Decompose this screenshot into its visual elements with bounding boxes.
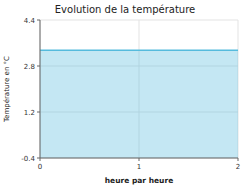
x-tick-label: 2 [236, 163, 240, 171]
x-axis-label: heure par heure [105, 176, 173, 185]
y-axis-label: Température en °C [3, 56, 11, 123]
chart-container: 0 1 2 -0.4 1.2 2.8 4.4 Evolution de la températ… [0, 0, 250, 188]
plot-area [40, 50, 238, 158]
y-axis-line [40, 20, 41, 158]
grid-line-x [40, 20, 41, 158]
grid [40, 20, 238, 158]
area-fill [40, 50, 238, 158]
y-tick-label: -0.4 [21, 155, 35, 163]
y-tick-label: 1.2 [24, 109, 35, 117]
x-tick-label: 0 [38, 163, 42, 171]
chart-title: Evolution de la température [55, 4, 195, 15]
x-tick [139, 158, 140, 161]
axes: 0 1 2 -0.4 1.2 2.8 4.4 [21, 17, 240, 172]
y-tick [37, 158, 40, 159]
area-line [40, 49, 238, 51]
y-tick-label: 4.4 [24, 17, 36, 25]
y-tick [37, 66, 40, 67]
y-tick [37, 20, 40, 21]
y-tick [37, 112, 40, 113]
y-tick-label: 2.8 [24, 63, 35, 71]
chart-svg: 0 1 2 -0.4 1.2 2.8 4.4 Evolution de la températ… [0, 0, 250, 188]
x-tick-label: 1 [137, 163, 141, 171]
x-tick [238, 158, 239, 161]
